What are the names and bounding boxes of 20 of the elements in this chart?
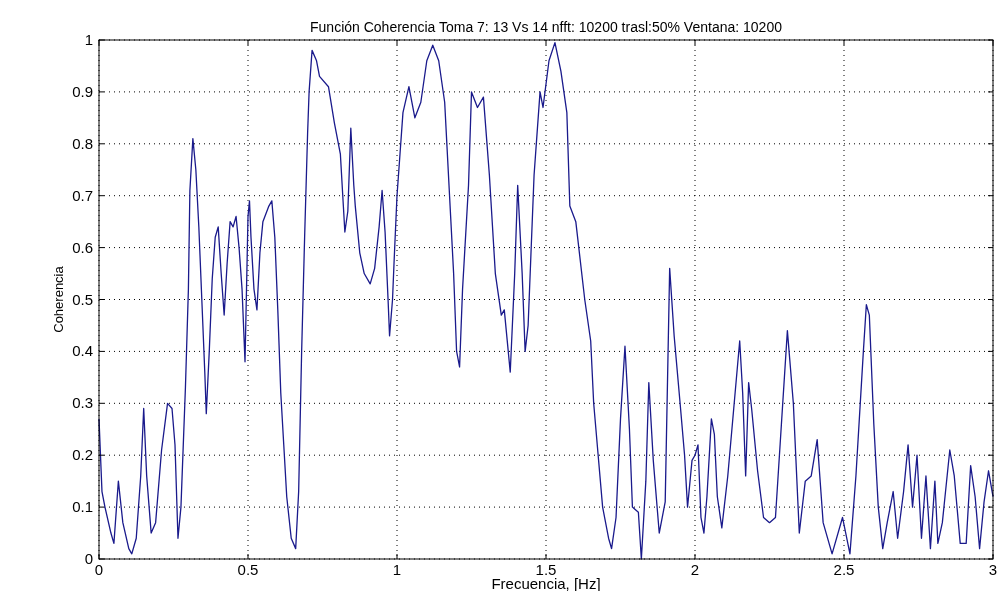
line-series xyxy=(98,41,994,560)
x-tick-label: 0.5 xyxy=(237,561,259,578)
x-tick-label: 1 xyxy=(392,561,402,578)
y-tick-label: 1 xyxy=(84,31,93,48)
y-tick-label: 0.2 xyxy=(72,446,93,464)
y-tick-label: 0.7 xyxy=(72,186,93,204)
y-tick-label: 0 xyxy=(84,550,93,567)
y-tick-label: 0.5 xyxy=(72,290,93,308)
y-tick-label: 0.4 xyxy=(72,342,93,360)
y-tick-label: 0.9 xyxy=(72,82,93,100)
x-tick-label: 2 xyxy=(690,561,700,578)
x-tick-label: 3 xyxy=(988,561,998,578)
x-tick-label: 1.5 xyxy=(535,561,557,578)
y-tick-label: 0.1 xyxy=(72,498,93,516)
y-tick-label: 0.6 xyxy=(72,238,93,256)
x-tick-label: 2.5 xyxy=(833,561,855,578)
y-tick-label: 0.8 xyxy=(72,134,93,152)
y-tick-label: 0.3 xyxy=(72,394,93,412)
y-axis-title: Coherencia xyxy=(51,265,66,333)
chart-title: Función Coherencia Toma 7: 13 Vs 14 nfft: 10200 trasl:50% Ventana: 10200 xyxy=(310,19,783,35)
